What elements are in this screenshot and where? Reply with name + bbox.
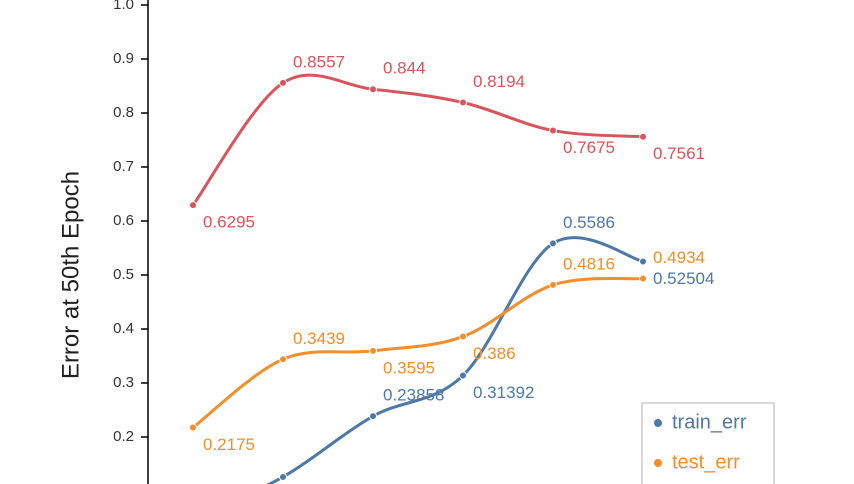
series-line <box>192 276 644 429</box>
data-label: 0.2175 <box>203 435 255 454</box>
point <box>459 98 467 107</box>
data-label: 0.844 <box>383 59 426 78</box>
data-label: 0.7675 <box>563 138 615 157</box>
y-tick-label: 0.8 <box>113 104 134 121</box>
y-tick-label: 0.9 <box>113 50 134 67</box>
point <box>279 78 287 87</box>
point <box>639 274 647 283</box>
point <box>279 355 287 364</box>
data-label: 0.8194 <box>473 72 525 91</box>
y-tick-label: 0.6 <box>113 212 134 229</box>
legend-label: train_err <box>672 411 747 433</box>
y-tick-label: 0.2 <box>113 428 134 445</box>
data-label: 0.386 <box>473 344 516 363</box>
legend: train_err test_err <box>641 402 775 484</box>
y-tick-label: 1.0 <box>113 0 134 13</box>
y-tick-label: 0.1 <box>113 482 134 484</box>
data-label: 0.6295 <box>203 213 255 232</box>
point <box>549 126 557 135</box>
legend-marker <box>654 419 662 427</box>
legend-marker <box>654 459 662 467</box>
data-label: 0.4816 <box>563 254 615 273</box>
data-label: 0.23858 <box>383 386 444 405</box>
point <box>279 472 287 481</box>
point <box>549 239 557 248</box>
point <box>639 132 647 141</box>
data-label: 0.52504 <box>653 269 714 288</box>
legend-label: test_err <box>672 451 740 473</box>
data-label: 0.4934 <box>653 248 705 267</box>
point <box>189 201 197 210</box>
data-label: 0.5586 <box>563 213 615 232</box>
y-tick-label: 0.5 <box>113 266 134 283</box>
data-label: 0.3595 <box>383 358 435 377</box>
data-label: 0.7561 <box>653 144 705 163</box>
point <box>369 346 377 355</box>
data-label: 0.31392 <box>473 383 534 402</box>
legend-box <box>641 402 775 484</box>
y-axis-title: Error at 50th Epoch <box>57 171 84 379</box>
y-tick-label: 0.3 <box>113 374 134 391</box>
point <box>549 280 557 289</box>
point <box>369 412 377 421</box>
point <box>369 85 377 94</box>
y-tick-label: 0.7 <box>113 158 134 175</box>
point <box>639 257 647 266</box>
y-tick-label: 0.4 <box>113 320 134 337</box>
data-label: 0.3439 <box>293 329 345 348</box>
point <box>189 423 197 432</box>
data-label: 0.8557 <box>293 52 345 71</box>
point <box>459 332 467 341</box>
point <box>459 371 467 380</box>
